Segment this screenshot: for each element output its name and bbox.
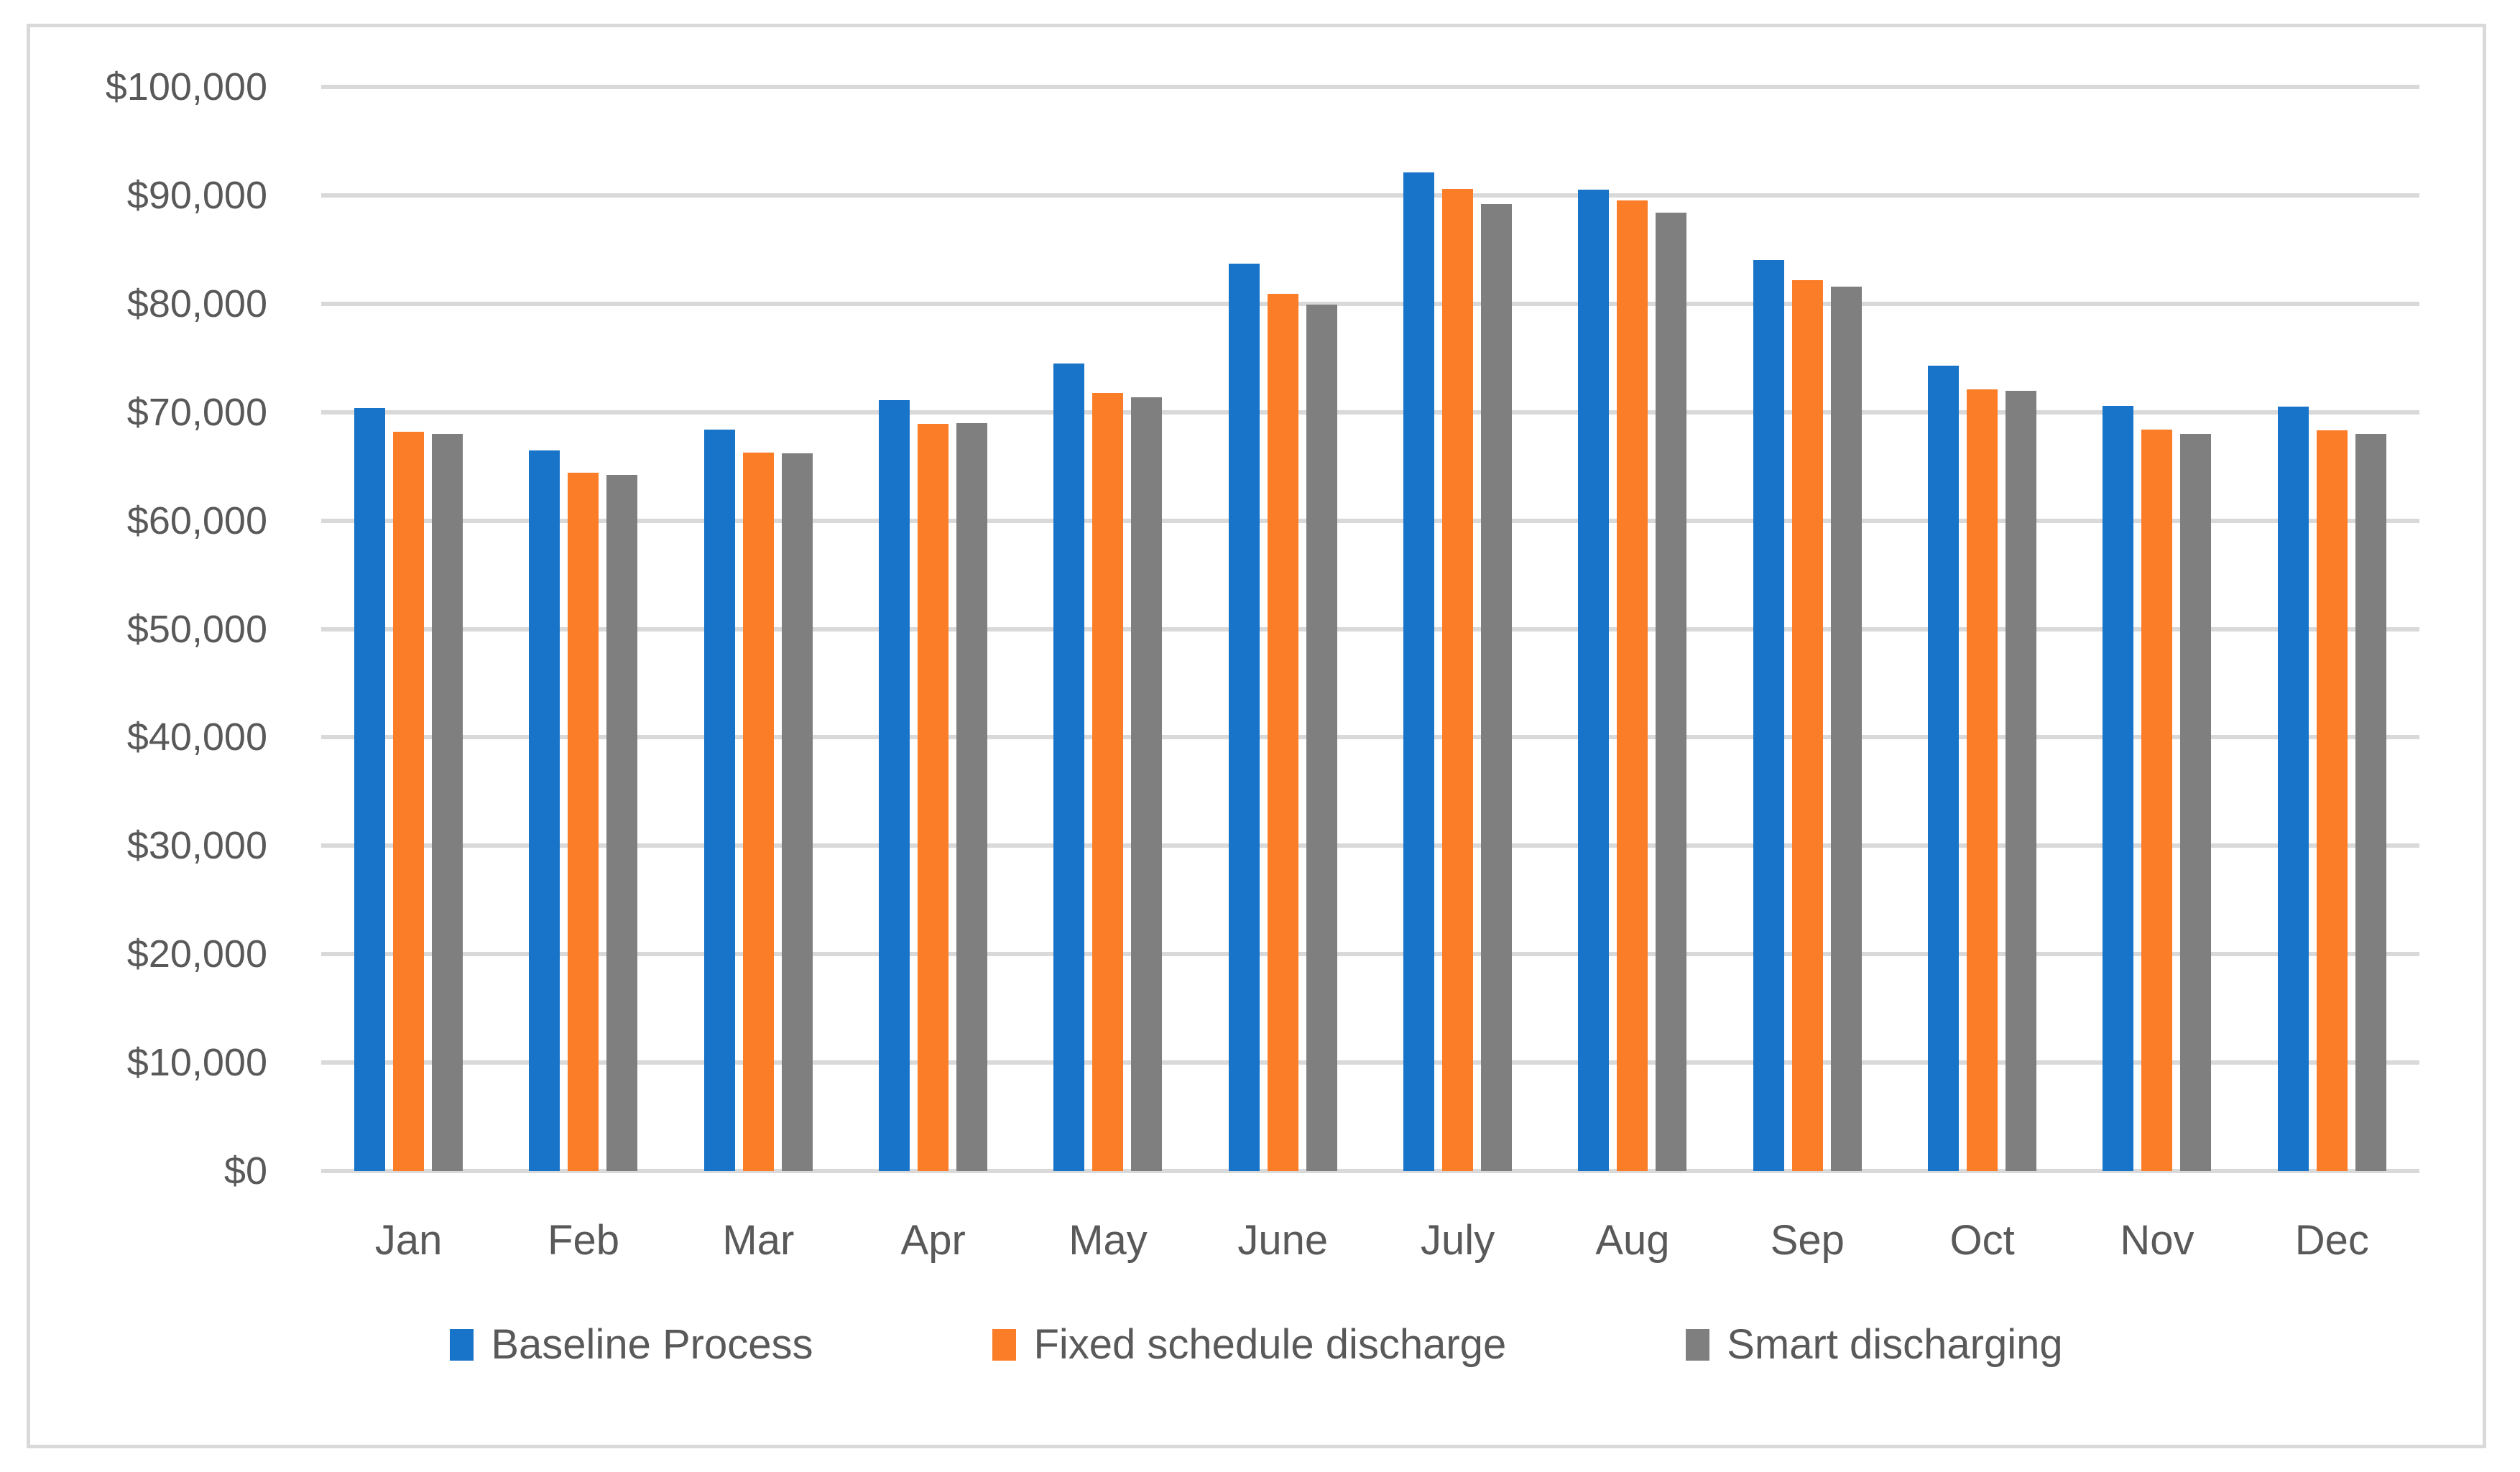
- gridline: [321, 626, 2419, 631]
- bar: [2180, 433, 2212, 1171]
- bar: [1092, 392, 1124, 1171]
- bar: [1656, 213, 1687, 1171]
- bar: [1442, 188, 1474, 1171]
- legend-label: Baseline Process: [491, 1321, 813, 1368]
- bar: [1131, 397, 1163, 1171]
- bar: [1830, 286, 1862, 1171]
- y-tick-label: $100,000: [105, 65, 267, 108]
- y-tick-label: $90,000: [126, 173, 267, 217]
- gridline: [321, 1169, 2419, 1173]
- y-tick-label: $50,000: [126, 607, 267, 651]
- chart-frame: $0 $10,000 $20,000 $30,000 $40,000 $50,000 $60…: [27, 24, 2486, 1448]
- y-tick-label: $80,000: [126, 282, 267, 325]
- bar: [568, 473, 599, 1171]
- bar: [1578, 190, 1610, 1171]
- legend-swatch-icon: [450, 1328, 474, 1361]
- x-tick-label: Mar: [722, 1217, 795, 1264]
- gridline: [321, 735, 2419, 740]
- bar-group: [1545, 87, 1720, 1171]
- bar-group: [1020, 87, 1195, 1171]
- legend-swatch-icon: [1686, 1328, 1710, 1361]
- bar: [1967, 389, 1998, 1171]
- bar: [742, 452, 774, 1171]
- bar: [432, 433, 463, 1171]
- bar: [1228, 263, 1260, 1171]
- y-tick-label: $30,000: [126, 824, 267, 868]
- y-tick-label: $20,000: [126, 932, 267, 976]
- legend-swatch-icon: [992, 1328, 1017, 1361]
- y-tick-label: $10,000: [126, 1041, 267, 1085]
- legend-label: Smart discharging: [1727, 1321, 2063, 1368]
- bar: [393, 431, 425, 1171]
- gridline: [321, 843, 2419, 848]
- bar-group: [2069, 87, 2244, 1171]
- y-tick-label: $70,000: [126, 390, 267, 434]
- bar: [1481, 203, 1513, 1171]
- x-tick-label: May: [1069, 1217, 1148, 1264]
- legend-item: Baseline Process: [450, 1320, 813, 1369]
- bar: [2355, 433, 2386, 1171]
- plot-area: [321, 85, 2419, 1173]
- y-tick-label: $40,000: [126, 716, 267, 759]
- bar-group: [1370, 87, 1545, 1171]
- bar: [1928, 365, 1960, 1171]
- bar: [1791, 279, 1823, 1171]
- x-tick-label: June: [1237, 1217, 1329, 1264]
- x-tick-label: July: [1421, 1217, 1495, 1264]
- gridline: [321, 85, 2419, 89]
- bar-group: [1895, 87, 2069, 1171]
- bar-group: [496, 87, 670, 1171]
- legend-item: Smart discharging: [1686, 1320, 2063, 1369]
- bar-group: [1720, 87, 1895, 1171]
- x-tick-label: Sep: [1770, 1217, 1845, 1264]
- bar: [956, 422, 988, 1171]
- x-tick-label: Nov: [2120, 1217, 2194, 1264]
- bar: [606, 475, 638, 1171]
- bar: [781, 453, 813, 1171]
- gridline: [321, 301, 2419, 306]
- gridline: [321, 518, 2419, 523]
- bar: [703, 429, 735, 1171]
- bar: [879, 400, 910, 1171]
- legend: Baseline Process Fixed schedule discharge…: [30, 1320, 2483, 1369]
- bar: [2141, 429, 2173, 1171]
- bar-group: [2245, 87, 2419, 1171]
- x-tick-label: Oct: [1949, 1217, 2015, 1264]
- legend-item: Fixed schedule discharge: [992, 1320, 1506, 1369]
- bar: [1753, 260, 1784, 1171]
- bar: [1403, 172, 1435, 1171]
- gridline: [321, 1060, 2419, 1065]
- bar: [2103, 405, 2134, 1171]
- bar: [529, 450, 560, 1171]
- bar-group: [1196, 87, 1370, 1171]
- gridline: [321, 409, 2419, 415]
- bar: [2006, 390, 2037, 1171]
- bar-group: [321, 87, 496, 1171]
- x-tick-label: Dec: [2294, 1217, 2369, 1264]
- bar-group: [846, 87, 1020, 1171]
- x-tick-label: Apr: [900, 1217, 966, 1264]
- bar-groups: [321, 87, 2419, 1171]
- bar: [354, 407, 386, 1171]
- gridline: [321, 193, 2419, 198]
- bar: [2277, 407, 2309, 1171]
- bar: [1306, 305, 1337, 1171]
- x-tick-label: Aug: [1595, 1217, 1670, 1264]
- bar: [918, 424, 949, 1171]
- bar: [1053, 363, 1085, 1171]
- y-tick-label: $0: [223, 1149, 267, 1193]
- bar: [1617, 200, 1648, 1171]
- bar: [1267, 294, 1298, 1171]
- x-tick-label: Jan: [374, 1217, 443, 1264]
- gridline: [321, 952, 2419, 957]
- legend-label: Fixed schedule discharge: [1033, 1321, 1507, 1368]
- x-axis-labels: Jan Feb Mar Apr May June July Aug Sep Oct Nov Dec: [321, 1216, 2419, 1264]
- x-tick-label: Feb: [548, 1217, 619, 1264]
- y-axis-labels: $0 $10,000 $20,000 $30,000 $40,000 $50,000 $60…: [30, 65, 267, 1193]
- bar: [2316, 430, 2348, 1171]
- y-tick-label: $60,000: [126, 499, 267, 542]
- bar-group: [671, 87, 846, 1171]
